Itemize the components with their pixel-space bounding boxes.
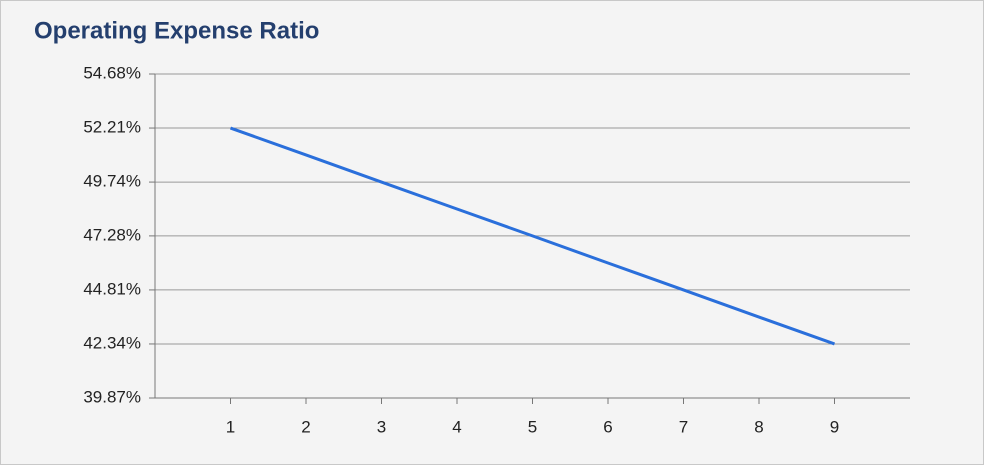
x-tick-label: 7 bbox=[679, 417, 688, 436]
x-tick-label: 3 bbox=[377, 417, 386, 436]
x-tick-label: 9 bbox=[830, 417, 839, 436]
x-tick-label: 8 bbox=[754, 417, 763, 436]
chart-title: Operating Expense Ratio bbox=[34, 17, 319, 44]
y-tick-label: 49.74% bbox=[83, 172, 141, 191]
x-tick-label: 4 bbox=[452, 417, 461, 436]
y-tick-label: 54.68% bbox=[83, 63, 141, 82]
x-tick-label: 5 bbox=[528, 417, 537, 436]
x-tick-label: 1 bbox=[226, 417, 235, 436]
y-tick-label: 39.87% bbox=[83, 387, 141, 406]
y-tick-label: 42.34% bbox=[83, 333, 141, 352]
x-tick-label: 2 bbox=[301, 417, 310, 436]
data-line bbox=[229, 126, 836, 346]
y-tick-label: 47.28% bbox=[83, 225, 141, 244]
y-tick-label: 44.81% bbox=[83, 279, 141, 298]
x-tick-label: 6 bbox=[603, 417, 612, 436]
y-tick-label: 52.21% bbox=[83, 118, 141, 137]
